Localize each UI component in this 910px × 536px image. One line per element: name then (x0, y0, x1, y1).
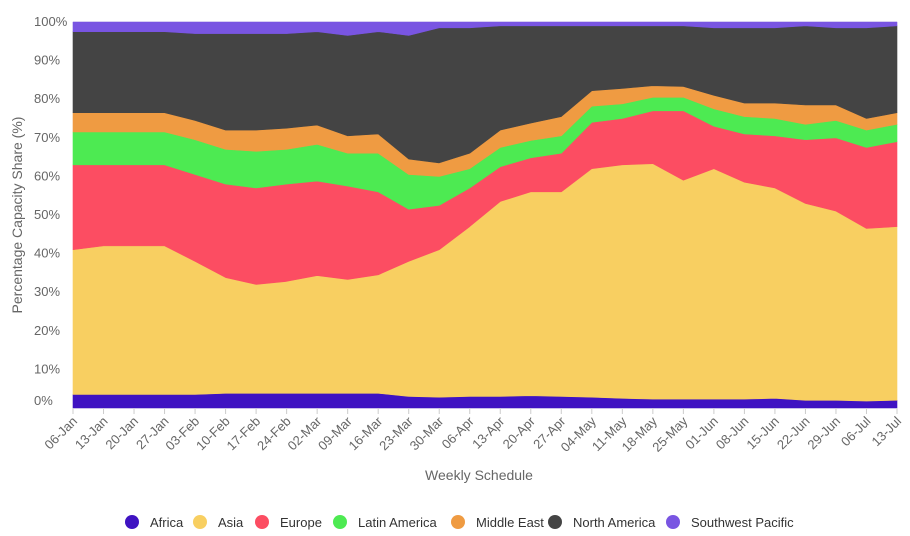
legend-label: Asia (218, 515, 244, 530)
area-series (72, 21, 898, 409)
x-tick-label: 24-Feb (254, 414, 294, 454)
y-tick-label: 10% (34, 361, 60, 376)
legend-item-europe: Europe (255, 515, 322, 530)
x-tick-label: 06-Jul (838, 413, 874, 449)
x-tick-label: 30-Mar (407, 413, 447, 453)
x-tick-label: 13-Apr (469, 413, 508, 452)
y-tick-label: 50% (34, 207, 60, 222)
y-tick-label: 90% (34, 53, 60, 68)
legend-item-latin-america: Latin America (333, 515, 438, 530)
x-tick-label: 13-Jul (868, 413, 904, 449)
legend-label: Middle East (476, 515, 544, 530)
x-axis-title: Weekly Schedule (425, 467, 533, 483)
legend-swatch (193, 515, 207, 529)
area-southwest-pacific (72, 21, 898, 36)
legend-item-asia: Asia (193, 515, 244, 530)
x-tick-label: 13-Jan (72, 414, 111, 453)
y-tick-label: 100% (34, 14, 68, 29)
legend-label: Europe (280, 515, 322, 530)
legend-swatch (548, 515, 562, 529)
y-tick-label: 70% (34, 130, 60, 145)
x-tick-label: 06-Apr (439, 413, 478, 452)
x-tick-label: 22-Jun (774, 414, 813, 453)
legend-swatch (333, 515, 347, 529)
legend-swatch (451, 515, 465, 529)
x-tick-label: 01-Jun (682, 414, 721, 453)
y-tick-label: 20% (34, 323, 60, 338)
legend-label: Southwest Pacific (691, 515, 794, 530)
y-tick-label: 30% (34, 284, 60, 299)
y-tick-label: 60% (34, 168, 60, 183)
x-tick-label: 25-May (649, 413, 691, 455)
x-axis-ticks: 06-Jan13-Jan20-Jan27-Jan03-Feb10-Feb17-F… (41, 408, 904, 455)
legend-item-north-america: North America (548, 515, 656, 530)
legend-swatch (125, 515, 139, 529)
x-tick-label: 20-Apr (500, 413, 539, 452)
legend-label: Africa (150, 515, 184, 530)
y-tick-label: 0% (34, 393, 53, 408)
legend-item-africa: Africa (125, 515, 184, 530)
x-tick-label: 08-Jun (713, 414, 752, 453)
x-tick-label: 20-Jan (102, 414, 141, 453)
y-axis-ticks: 0% 10% 20% 30% 40% 50% 60% 70% 80% 90% 100% (34, 14, 68, 408)
legend-label: North America (573, 515, 656, 530)
x-tick-label: 15-Jun (743, 414, 782, 453)
legend: Africa Asia Europe Latin America Middle East… (125, 515, 794, 530)
y-tick-label: 80% (34, 91, 60, 106)
x-tick-label: 29-Jun (804, 414, 843, 453)
y-axis-title: Percentage Capacity Share (%) (9, 117, 25, 314)
legend-label: Latin America (358, 515, 438, 530)
legend-item-middle-east: Middle East (451, 515, 544, 530)
x-tick-label: 06-Jan (41, 414, 80, 453)
legend-swatch (255, 515, 269, 529)
legend-item-southwest-pacific: Southwest Pacific (666, 515, 794, 530)
legend-swatch (666, 515, 680, 529)
y-tick-label: 40% (34, 246, 60, 261)
